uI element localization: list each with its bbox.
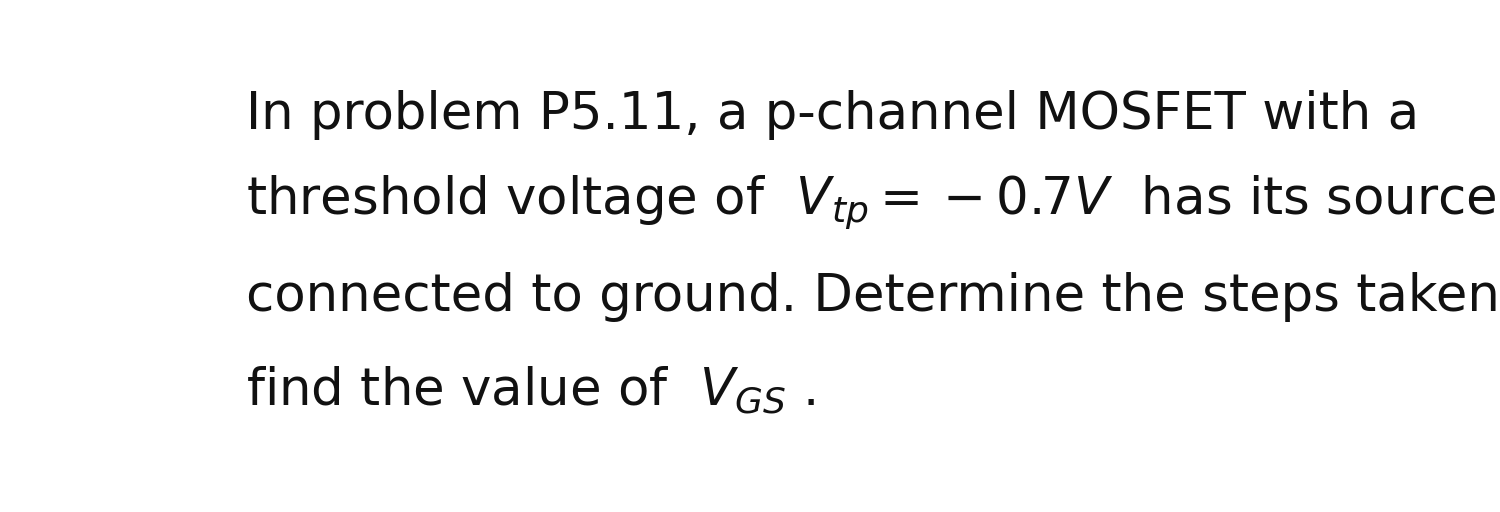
Text: threshold voltage of  $\mathit{V}_{tp} = -0.7\mathit{V}$  has its source: threshold voltage of $\mathit{V}_{tp} = … xyxy=(246,173,1497,231)
Text: connected to ground. Determine the steps taken to: connected to ground. Determine the steps… xyxy=(246,272,1500,322)
Text: find the value of  $\mathit{V}_{GS}$ .: find the value of $\mathit{V}_{GS}$ . xyxy=(246,365,816,416)
Text: In problem P5.11, a p-channel MOSFET with a: In problem P5.11, a p-channel MOSFET wit… xyxy=(246,90,1419,140)
